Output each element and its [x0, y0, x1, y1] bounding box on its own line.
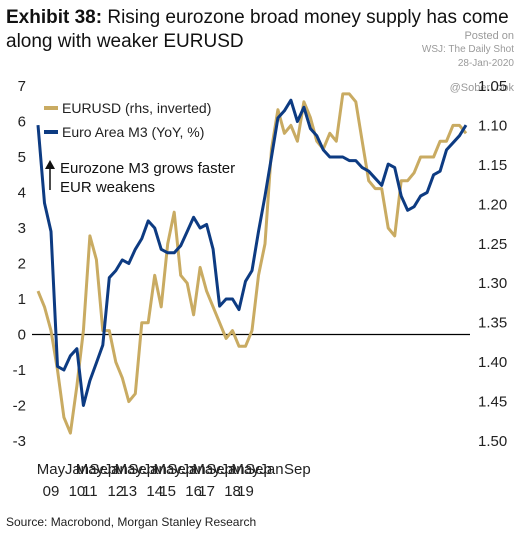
x-tick-year: 19	[237, 483, 254, 500]
x-tick-year: 18	[224, 483, 241, 500]
x-tick-year: 11	[82, 483, 98, 500]
left-tick-label: -3	[13, 433, 26, 450]
right-tick-label: 1.30	[478, 275, 507, 292]
exhibit-label: Exhibit 38:	[6, 7, 103, 28]
left-tick-label: 2	[18, 256, 26, 273]
x-tick-year: 16	[185, 483, 202, 500]
wsj-watermark: WSJ: The Daily Shot	[421, 44, 514, 55]
x-tick-month: Jan	[182, 461, 206, 478]
title-text: Rising eurozone broad money supply has c…	[6, 7, 509, 52]
legend-label-eurusd: EURUSD (rhs, inverted)	[62, 100, 211, 116]
annotation-arrowhead	[45, 160, 55, 169]
x-tick-year: 14	[146, 483, 163, 500]
x-tick-month: Sep	[245, 461, 272, 478]
left-tick-label: -1	[13, 362, 26, 379]
x-tick-month: Sep	[206, 461, 233, 478]
right-tick-label: 1.45	[478, 394, 507, 411]
x-tick-year: 09	[43, 483, 60, 500]
legend-label-m3: Euro Area M3 (YoY, %)	[62, 124, 204, 140]
left-tick-label: 7	[18, 78, 26, 95]
right-tick-label: 1.50	[478, 433, 507, 450]
posted-note: Posted on	[464, 30, 514, 42]
left-tick-label: -2	[13, 398, 26, 415]
right-tick-label: 1.40	[478, 354, 507, 371]
source-note: Source: Macrobond, Morgan Stanley Resear…	[6, 515, 257, 529]
left-tick-label: 0	[18, 327, 26, 344]
x-tick-year: 10	[69, 483, 86, 500]
right-tick-label: 1.25	[478, 236, 507, 253]
right-tick-label: 1.10	[478, 117, 507, 134]
x-tick-month: Sep	[167, 461, 194, 478]
x-axis: May09Jan10SepMay11Jan12SepMay13Jan14SepM…	[37, 461, 311, 500]
eurusd-series-line	[36, 92, 468, 435]
left-tick-label: 4	[18, 185, 26, 202]
x-tick-month: Jan	[259, 461, 283, 478]
m3-series-line	[36, 98, 468, 407]
left-tick-label: 6	[18, 114, 26, 131]
handle-watermark: @SoberLook	[449, 82, 514, 94]
x-tick-year: 12	[107, 483, 124, 500]
x-tick-year: 17	[198, 483, 215, 500]
x-tick-month: Jan	[104, 461, 128, 478]
x-tick-month: May	[231, 461, 260, 478]
right-tick-label: 1.05	[478, 78, 507, 95]
x-tick-month: Jan	[220, 461, 244, 478]
annotation: Eurozone M3 grows faster EUR weakens	[45, 160, 235, 196]
right-tick-label: 1.15	[478, 157, 507, 174]
left-tick-label: 3	[18, 220, 26, 237]
x-tick-year: 13	[120, 483, 137, 500]
x-tick-month: May	[192, 461, 221, 478]
post-date: 28-Jan-2020	[457, 58, 514, 69]
x-tick-month: May	[37, 461, 66, 478]
left-axis: 7 6 5 4 3 2 1 0 -1 -2 -3	[13, 78, 26, 450]
left-tick-label: 5	[18, 149, 26, 166]
x-tick-month: Sep	[128, 461, 155, 478]
legend: EURUSD (rhs, inverted) Euro Area M3 (YoY…	[44, 100, 211, 140]
x-tick-month: Jan	[65, 461, 89, 478]
x-tick-month: May	[115, 461, 144, 478]
annotation-line-1: Eurozone M3 grows faster	[60, 160, 235, 177]
right-tick-label: 1.20	[478, 196, 507, 213]
left-tick-label: 1	[18, 291, 26, 308]
annotation-line-2: EUR weakens	[60, 179, 155, 196]
x-tick-month: Jan	[143, 461, 167, 478]
right-axis: 1.05 1.10 1.15 1.20 1.25 1.30 1.35 1.40 1.45 1.50	[478, 78, 507, 450]
chart-title: Exhibit 38: Rising eurozone broad money …	[6, 6, 516, 54]
right-tick-label: 1.35	[478, 315, 507, 332]
x-tick-month: May	[76, 461, 105, 478]
x-tick-month: May	[154, 461, 183, 478]
x-tick-year: 15	[159, 483, 176, 500]
x-tick-month: Sep	[284, 461, 311, 478]
x-tick-month: Sep	[89, 461, 116, 478]
